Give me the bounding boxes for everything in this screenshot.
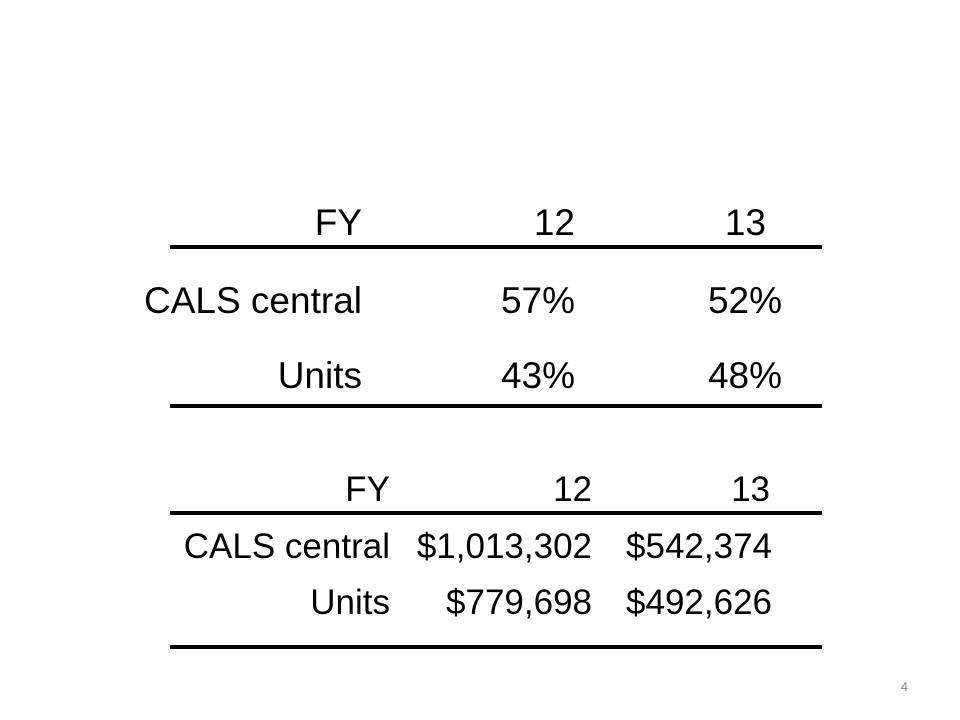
row-value-fy13: $492,626: [626, 583, 772, 622]
header-fy: FY: [314, 202, 362, 243]
header-fy12: 12: [553, 470, 592, 509]
footer-rule: [170, 404, 822, 408]
row-value-fy12: 43%: [500, 355, 575, 396]
row-label: Units: [277, 355, 362, 396]
row-value-fy13: 48%: [707, 355, 782, 396]
row-label: CALS central: [183, 527, 390, 566]
row-value-fy12: $779,698: [446, 583, 592, 622]
header-rule: [170, 245, 822, 249]
header-fy13: 13: [731, 470, 770, 509]
header-rule: [170, 511, 822, 515]
row-label: Units: [310, 583, 390, 622]
row-value-fy13: $542,374: [626, 527, 772, 566]
row-label: CALS central: [144, 280, 362, 321]
row-value-fy12: $1,013,302: [416, 527, 592, 566]
header-fy13: 13: [724, 202, 766, 243]
row-value-fy12: 57%: [500, 280, 575, 321]
page-number: 4: [900, 679, 908, 694]
footer-rule: [170, 645, 822, 649]
header-fy12: 12: [533, 202, 575, 243]
header-fy: FY: [345, 470, 390, 509]
row-value-fy13: 52%: [707, 280, 782, 321]
